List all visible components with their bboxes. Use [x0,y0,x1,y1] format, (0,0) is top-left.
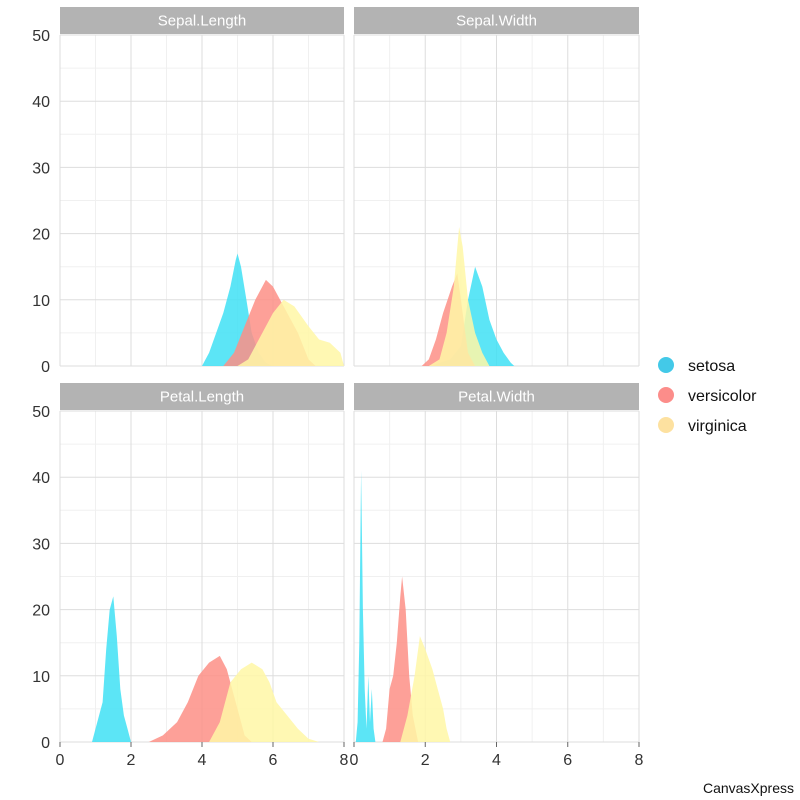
density-area-versicolor [382,576,419,742]
y-tick-label: 30 [32,160,50,177]
legend-swatch [658,417,674,433]
density-area-virginica [428,227,490,366]
facet-strip [60,7,344,34]
density-area-setosa [92,596,131,742]
x-tick-label: 0 [350,752,359,769]
x-tick-label: 4 [198,752,207,769]
x-tick-label: 8 [340,752,349,769]
y-tick-label: 40 [32,470,50,487]
facet-title: Sepal.Width [456,13,537,30]
legend-swatch [658,387,674,403]
y-tick-label: 40 [32,94,50,111]
density-area-virginica [209,662,320,742]
x-tick-label: 0 [56,752,65,769]
y-tick-label: 10 [32,293,50,310]
y-tick-label: 50 [32,404,50,421]
legend: setosa versicolor virginica [658,357,757,435]
y-tick-label: 30 [32,536,50,553]
x-tick-label: 2 [421,752,430,769]
panel-petal-width: Petal.Width 0 2 4 6 8 [350,383,644,769]
density-area-virginica [237,299,344,366]
facet-title: Petal.Length [160,389,244,406]
x-tick-label: 6 [563,752,572,769]
density-area-setosa [202,253,273,366]
facet-title: Sepal.Length [158,13,246,30]
facet-panels: Sepal.Length01020304050Sepal.WidthPetal.… [32,7,644,769]
y-tick-label: 20 [32,227,50,244]
legend-item-versicolor: versicolor [658,387,757,405]
x-tick-label: 8 [635,752,644,769]
watermark: CanvasXpress [702,780,794,796]
y-tick-label: 0 [41,735,50,752]
y-tick-label: 10 [32,669,50,686]
legend-label: versicolor [688,388,757,405]
legend-label: virginica [688,418,747,435]
density-area-setosa [355,470,376,742]
density-area-virginica [400,636,451,742]
legend-item-virginica: virginica [658,417,747,435]
legend-item-setosa: setosa [658,357,735,375]
legend-swatch [658,357,674,373]
density-area-setosa [432,266,515,366]
y-tick-label: 0 [41,359,50,376]
panel-petal-length: Petal.Length 0 10 20 30 40 50 0 2 4 6 8 [32,383,349,769]
x-tick-label: 4 [492,752,501,769]
x-tick-label: 6 [269,752,278,769]
facet-strip [354,383,639,410]
x-tick-label: 2 [127,752,136,769]
panel-sepal-width: Sepal.Width [353,7,640,367]
facet-strip [354,7,639,34]
y-tick-label: 50 [32,28,50,45]
panel-sepal-length: Sepal.Length 0 10 20 30 40 50 [32,7,345,376]
facet-title: Petal.Width [458,389,535,406]
legend-label: setosa [688,358,735,375]
facet-strip [60,383,344,410]
y-tick-label: 20 [32,603,50,620]
